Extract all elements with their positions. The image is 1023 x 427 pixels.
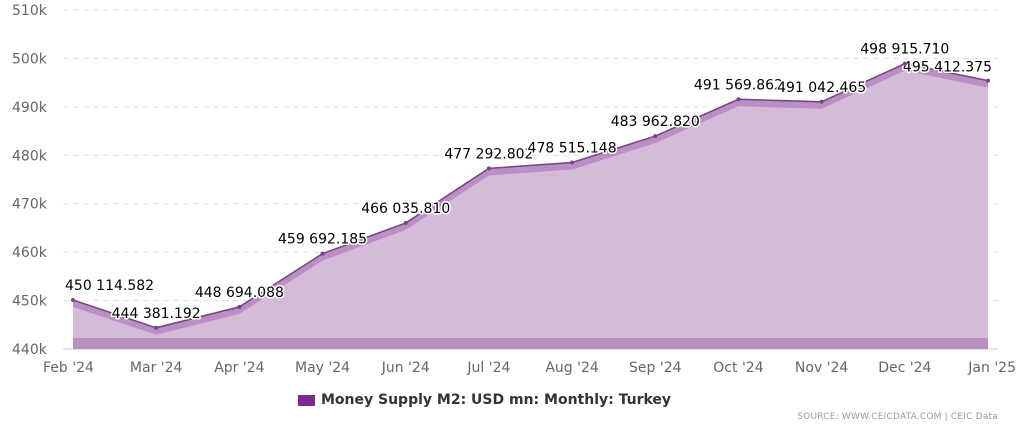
data-point[interactable] [320, 251, 325, 256]
y-tick-label: 460k [12, 245, 48, 261]
x-tick-label: Nov '24 [795, 360, 849, 376]
source-note: SOURCE: WWW.CEICDATA.COM | CEIC Data [797, 412, 998, 422]
area-base-band [73, 338, 988, 349]
data-points [71, 61, 990, 330]
x-tick-label: Aug '24 [545, 360, 599, 376]
data-point[interactable] [819, 99, 824, 104]
y-tick-label: 490k [12, 100, 48, 116]
y-axis-ticks: 440k 450k 460k 470k 480k 490k 500k 510k [12, 3, 48, 358]
data-point[interactable] [71, 298, 75, 303]
data-label: 491 569.862 [694, 77, 783, 93]
data-label: 483 962.820 [611, 114, 700, 130]
x-tick-label: Mar '24 [130, 360, 183, 376]
data-point[interactable] [403, 220, 408, 225]
legend-swatch [298, 394, 315, 406]
data-label: 444 381.192 [112, 306, 201, 322]
data-point[interactable] [736, 97, 741, 102]
legend-label: Money Supply M2: USD mn: Monthly: Turkey [321, 392, 672, 408]
x-tick-label: Sep '24 [629, 360, 682, 376]
legend[interactable]: Money Supply M2: USD mn: Monthly: Turkey [298, 392, 671, 408]
data-label: 478 515.148 [528, 140, 617, 156]
x-tick-label: Jul '24 [466, 360, 510, 376]
data-point[interactable] [570, 160, 575, 165]
y-tick-label: 500k [12, 51, 48, 67]
x-tick-label: Apr '24 [214, 360, 264, 376]
x-tick-label: Dec '24 [878, 360, 931, 376]
series-line [72, 62, 989, 329]
data-point[interactable] [486, 166, 491, 171]
y-tick-label: 480k [12, 148, 48, 164]
y-tick-label: 450k [12, 294, 48, 310]
x-tick-label: Jan '25 [967, 360, 1016, 376]
y-tick-label: 470k [12, 197, 48, 213]
x-tick-label: Feb '24 [43, 360, 94, 376]
area-fill [73, 63, 988, 350]
data-label: 477 292.802 [444, 146, 533, 162]
data-label: 466 035.810 [361, 201, 450, 217]
data-point[interactable] [237, 304, 242, 309]
chart-area [72, 62, 989, 350]
data-label: 459 692.185 [278, 232, 367, 248]
y-tick-label: 440k [12, 342, 48, 358]
data-label: 498 915.710 [860, 42, 949, 58]
x-axis-ticks: Feb '24 Mar '24 Apr '24 May '24 Jun '24 Jul '… [43, 360, 1016, 376]
x-tick-label: May '24 [295, 360, 350, 376]
data-label: 491 042.465 [777, 80, 866, 96]
area-chart: 440k 450k 460k 470k 480k 490k 500k 510k Feb '24… [12, 3, 1016, 376]
y-tick-label: 510k [12, 3, 48, 19]
data-point[interactable] [902, 61, 907, 66]
x-tick-label: Jun '24 [381, 360, 430, 376]
data-label: 448 694.088 [195, 285, 284, 301]
data-label: 450 114.582 [65, 278, 154, 294]
data-point[interactable] [154, 325, 159, 330]
x-tick-label: Oct '24 [713, 360, 763, 376]
data-label: 495 412.375 [903, 60, 992, 76]
data-point[interactable] [653, 134, 658, 139]
data-labels: 450 114.582 444 381.192 448 694.088 459 692… [64, 40, 994, 323]
data-point[interactable] [986, 78, 990, 83]
